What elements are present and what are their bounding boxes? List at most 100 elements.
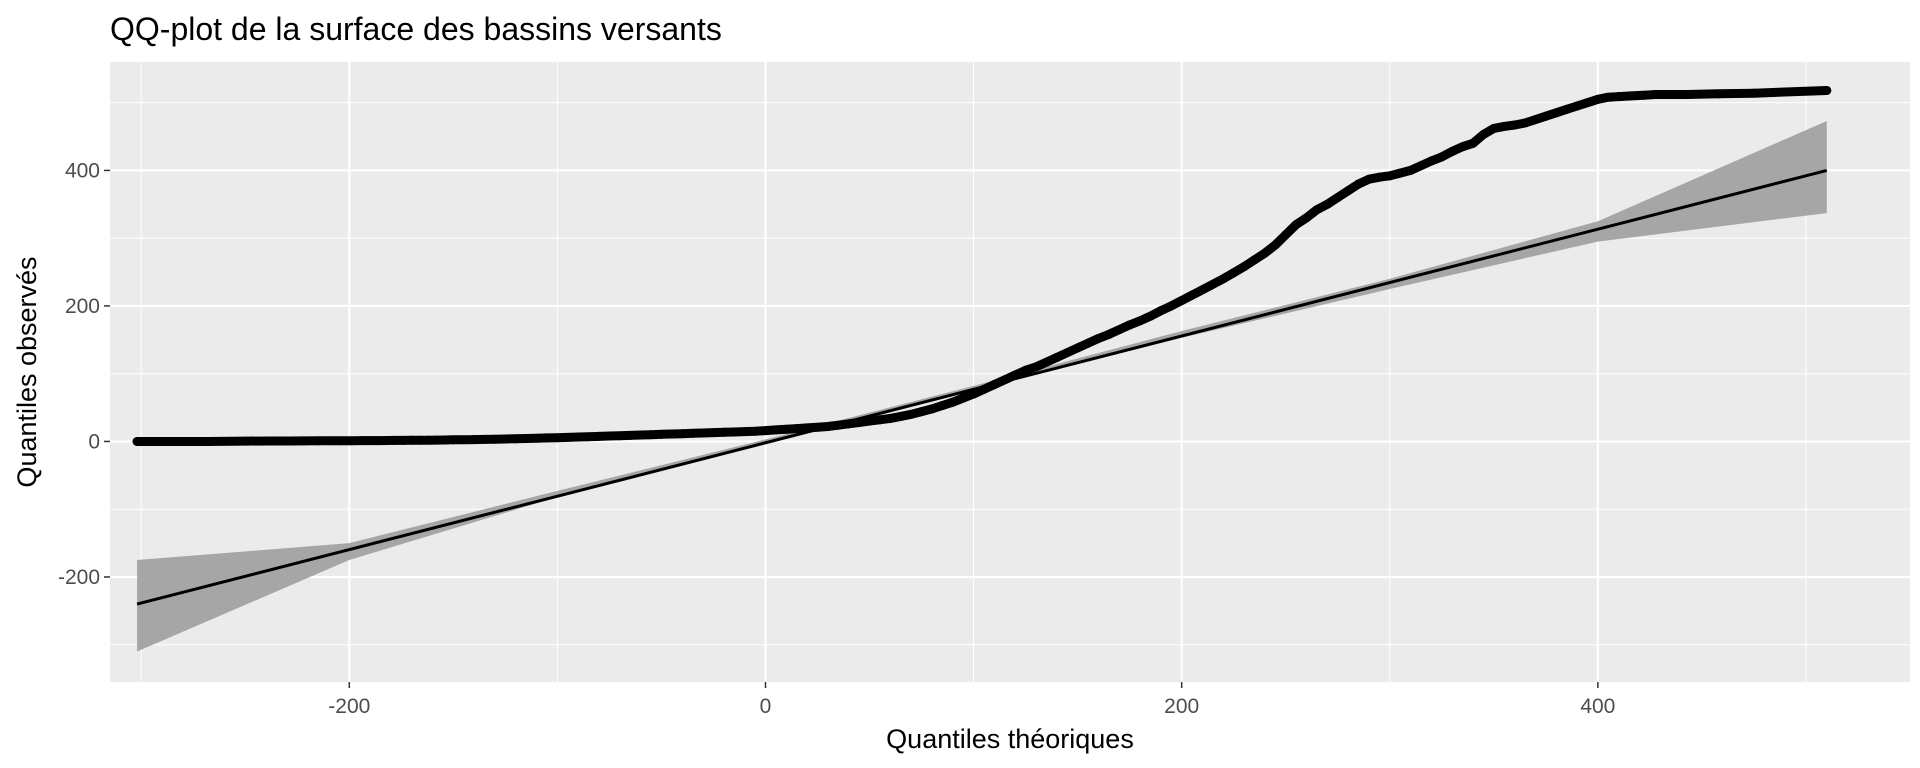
- x-tick-label: 0: [760, 695, 772, 718]
- data-point: [573, 432, 583, 442]
- y-tick-label: 200: [65, 295, 100, 318]
- data-point: [1651, 90, 1661, 100]
- data-point: [299, 436, 309, 446]
- data-point: [917, 407, 927, 417]
- data-point: [265, 436, 275, 446]
- data-point: [896, 411, 906, 421]
- data-point: [1551, 108, 1561, 118]
- data-point: [1426, 156, 1436, 166]
- data-point: [1239, 262, 1249, 272]
- data-point: [440, 435, 450, 445]
- data-point: [469, 435, 479, 445]
- data-point: [1520, 118, 1530, 128]
- data-point: [740, 427, 750, 437]
- data-point: [1114, 325, 1124, 335]
- data-point: [1281, 230, 1291, 240]
- data-point: [1104, 329, 1114, 339]
- data-point: [132, 436, 142, 446]
- data-point: [1291, 220, 1301, 230]
- y-tick-label: -200: [58, 566, 100, 589]
- data-points: [132, 85, 1832, 446]
- data-point: [1822, 85, 1832, 95]
- data-point: [1364, 174, 1374, 184]
- data-point: [1572, 101, 1582, 111]
- data-point: [1416, 161, 1426, 171]
- data-point: [373, 436, 383, 446]
- chart-title: QQ-plot de la surface des bassins versan…: [110, 11, 722, 47]
- data-point: [937, 401, 947, 411]
- data-point: [500, 434, 510, 444]
- data-point: [313, 436, 323, 446]
- data-point: [906, 409, 916, 419]
- data-point: [326, 436, 336, 446]
- data-point: [563, 432, 573, 442]
- data-point: [667, 429, 677, 439]
- data-point: [823, 422, 833, 432]
- data-point: [750, 426, 760, 436]
- data-point: [1478, 130, 1488, 140]
- y-axis-ticks: -200 0 200 400: [58, 159, 110, 589]
- data-point: [802, 423, 812, 433]
- data-point: [1603, 92, 1613, 102]
- data-point: [989, 380, 999, 390]
- data-point: [1135, 316, 1145, 326]
- data-point: [203, 436, 213, 446]
- data-point: [698, 428, 708, 438]
- data-point: [1343, 186, 1353, 196]
- data-point: [646, 430, 656, 440]
- data-point: [382, 436, 392, 446]
- x-tick-label: 200: [1164, 695, 1199, 718]
- data-point: [480, 434, 490, 444]
- data-point: [865, 416, 875, 426]
- data-point: [1489, 123, 1499, 133]
- data-point: [490, 434, 500, 444]
- data-point: [1354, 179, 1364, 189]
- data-point: [771, 425, 781, 435]
- data-point: [532, 433, 542, 443]
- data-point: [1562, 104, 1572, 114]
- data-point: [854, 417, 864, 427]
- data-point: [390, 435, 400, 445]
- data-point: [511, 434, 521, 444]
- x-tick-label: -200: [328, 695, 370, 718]
- data-point: [1626, 91, 1636, 101]
- data-point: [1218, 274, 1228, 284]
- data-point: [1614, 92, 1624, 102]
- data-point: [677, 429, 687, 439]
- data-point: [833, 420, 843, 430]
- data-point: [432, 435, 442, 445]
- x-axis-ticks: -200 0 200 400: [328, 682, 1615, 718]
- data-point: [1000, 375, 1010, 385]
- data-point: [875, 415, 885, 425]
- data-point: [844, 419, 854, 429]
- data-point: [521, 433, 531, 443]
- data-point: [1021, 365, 1031, 375]
- data-point: [1250, 255, 1260, 265]
- data-point: [729, 427, 739, 437]
- data-point: [792, 424, 802, 434]
- data-point: [336, 436, 346, 446]
- data-point: [1010, 370, 1020, 380]
- y-tick-label: 0: [88, 430, 100, 453]
- y-axis-title: Quantiles observés: [12, 256, 42, 487]
- data-point: [542, 433, 552, 443]
- data-point: [1530, 115, 1540, 125]
- data-point: [927, 404, 937, 414]
- points-dense-trace: [132, 86, 1832, 446]
- data-point: [1510, 120, 1520, 130]
- data-point: [1083, 338, 1093, 348]
- data-point: [1073, 343, 1083, 353]
- data-point: [594, 431, 604, 441]
- data-point: [365, 436, 375, 446]
- data-point: [1041, 357, 1051, 367]
- data-point: [1682, 90, 1692, 100]
- data-point: [1582, 98, 1592, 108]
- data-point: [656, 429, 666, 439]
- data-point: [1468, 138, 1478, 148]
- data-point: [1499, 121, 1509, 131]
- x-tick-label: 400: [1580, 695, 1615, 718]
- data-point: [1406, 165, 1416, 175]
- data-point: [604, 431, 614, 441]
- data-point: [1541, 111, 1551, 121]
